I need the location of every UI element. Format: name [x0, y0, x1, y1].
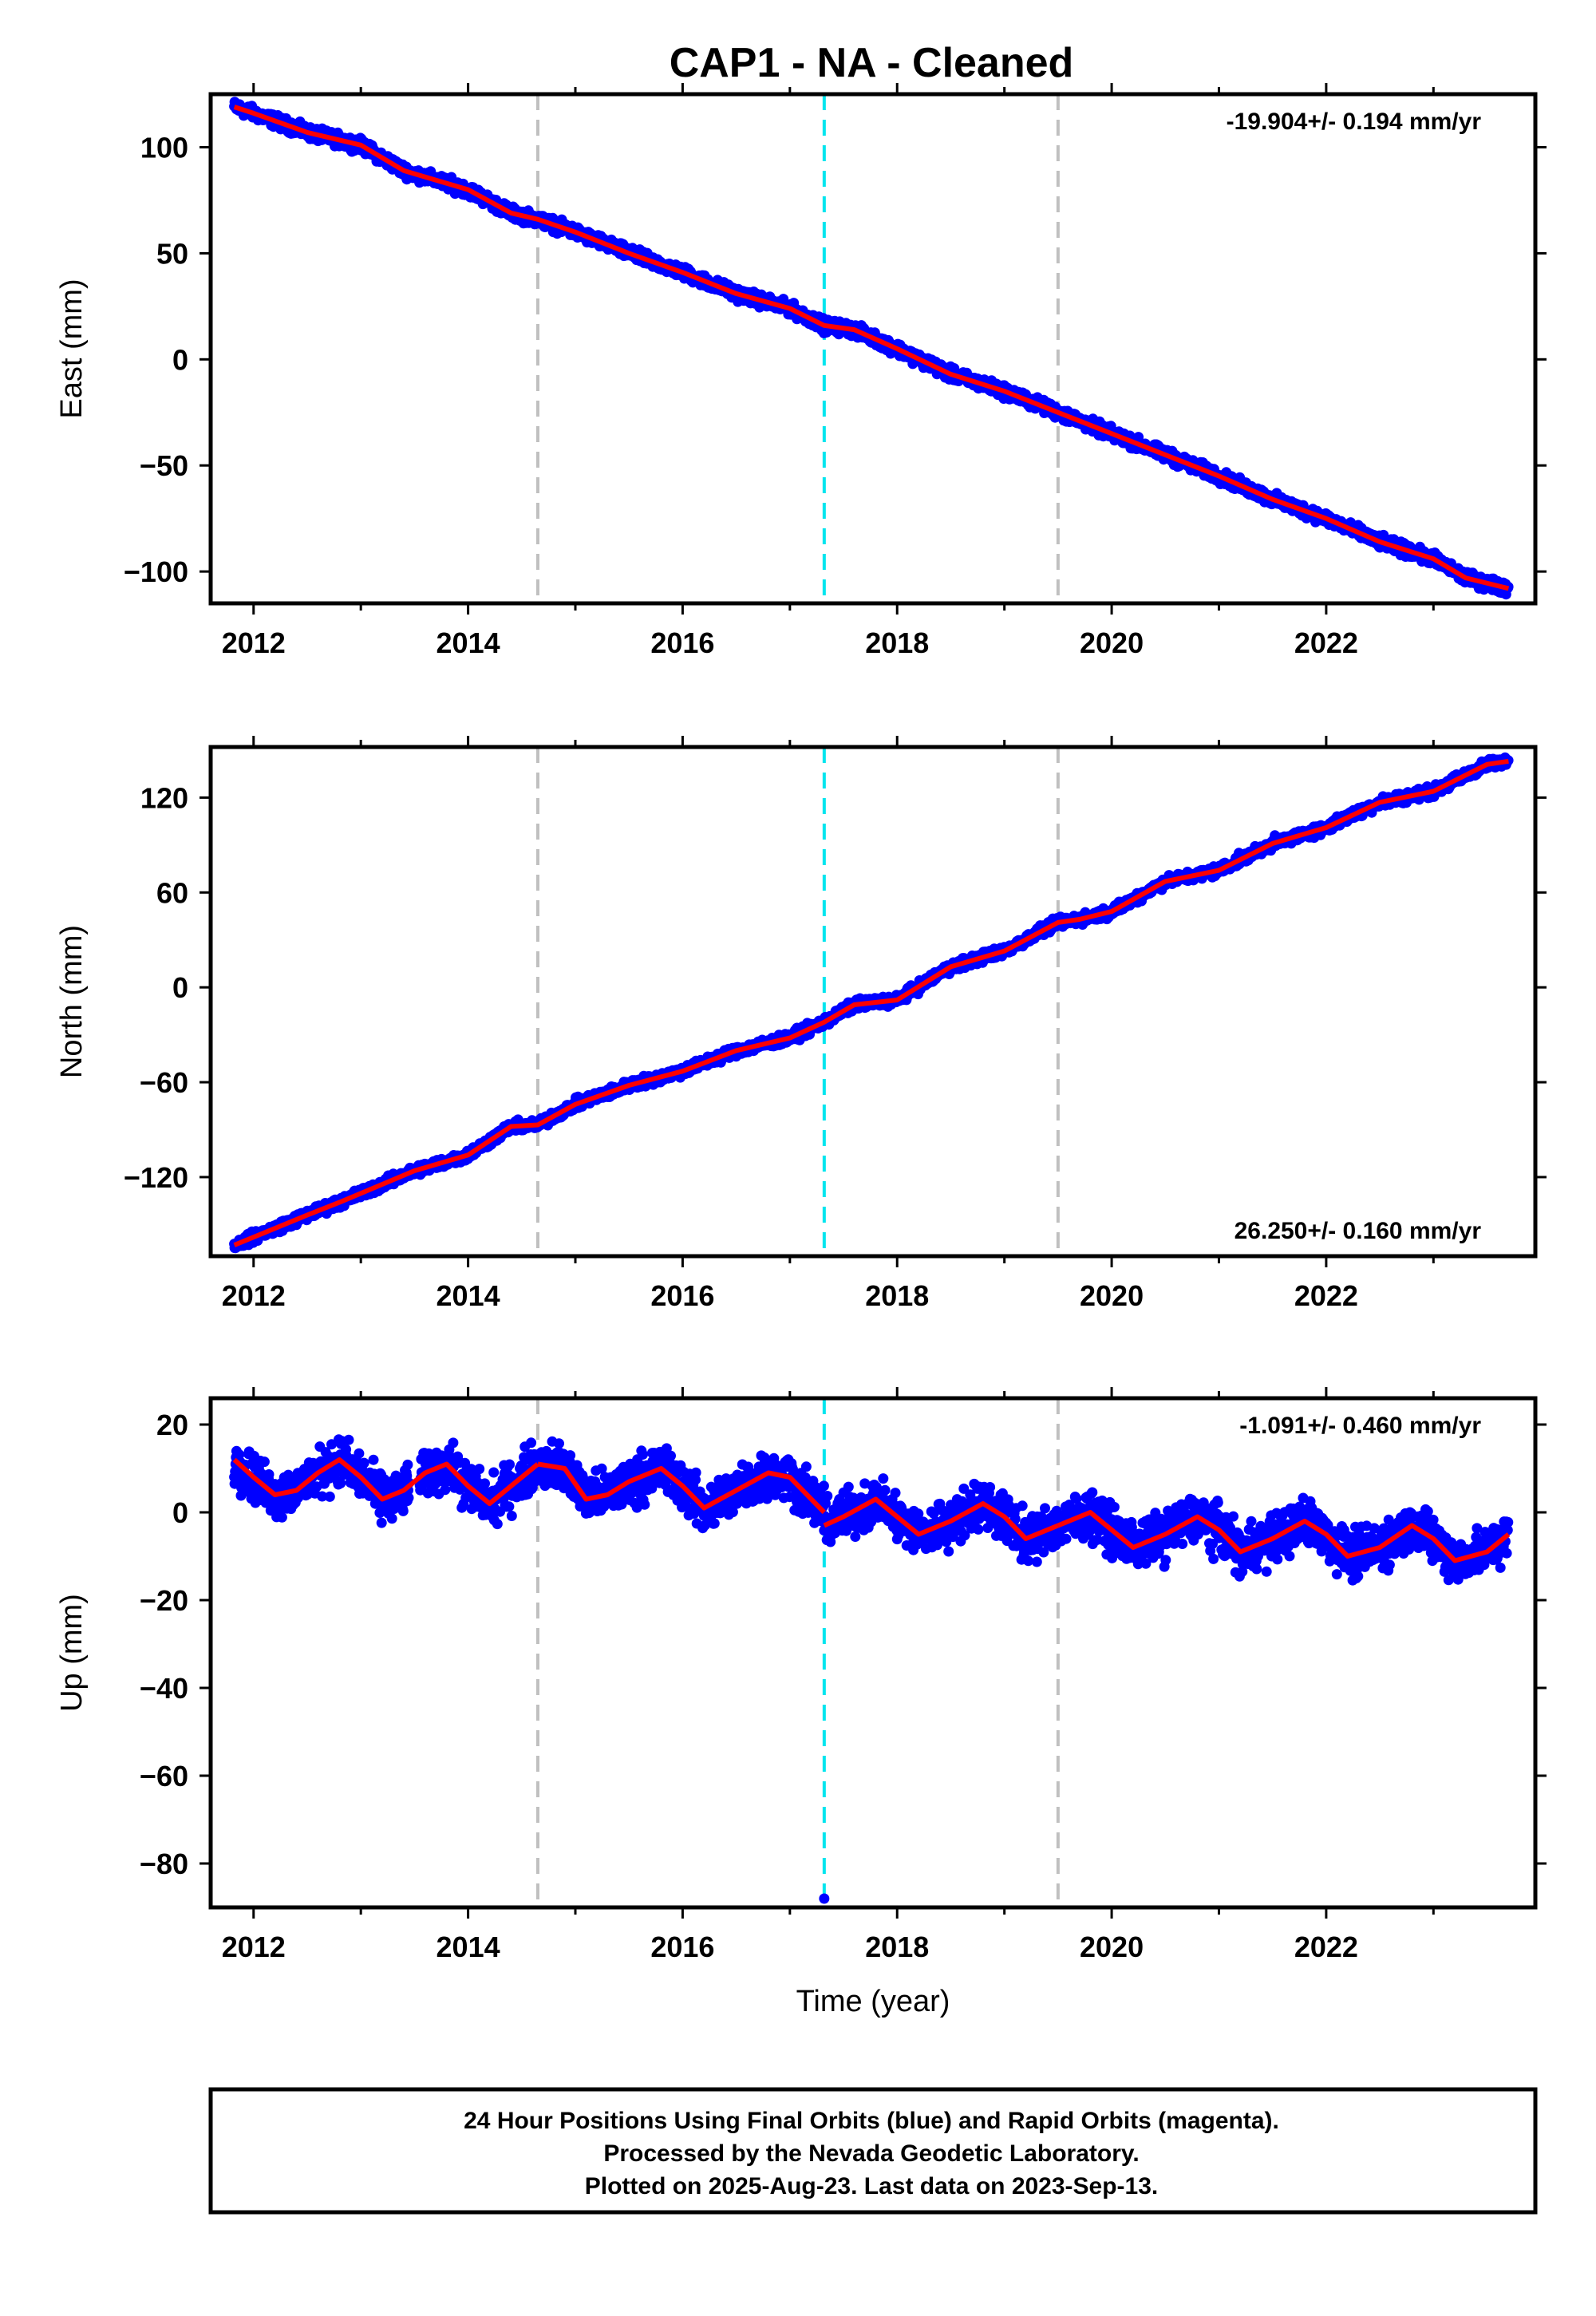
panel-east: −100 −50 0 50 100 2012 2014 2016 2018 2020 2022 Eas… [55, 83, 1547, 659]
east-ytick-label: −100 [124, 555, 188, 588]
east-xtick-label: 2020 [1080, 626, 1144, 659]
east-frame [208, 92, 1538, 606]
east-ytick-label: 50 [156, 237, 188, 270]
plot-area-east [229, 94, 1514, 603]
east-ytick-label: −50 [140, 449, 188, 482]
figure-title: CAP1 - NA - Cleaned [670, 40, 1074, 86]
east-daily-points [229, 97, 1514, 600]
east-xtick-label: 2016 [650, 626, 714, 659]
east-fit-line-1 [233, 105, 1510, 591]
east-xtick-label: 2012 [222, 626, 286, 659]
plot-area-north [229, 747, 1514, 1256]
east-ytick-label: 100 [140, 131, 188, 164]
panels: −100 −50 0 50 100 2012 2014 2016 2018 2020 2022 Eas… [55, 83, 1547, 2018]
east-xtick-label: 2018 [865, 626, 929, 659]
east-xtick-label: 2014 [437, 626, 500, 659]
east-ytick-label: 0 [172, 343, 188, 376]
east-xtick-label: 2022 [1294, 626, 1358, 659]
east-y-axis-label: East (mm) [55, 279, 89, 418]
east-rate-label: -19.904+/- 0.194 mm/yr [1227, 109, 1482, 135]
